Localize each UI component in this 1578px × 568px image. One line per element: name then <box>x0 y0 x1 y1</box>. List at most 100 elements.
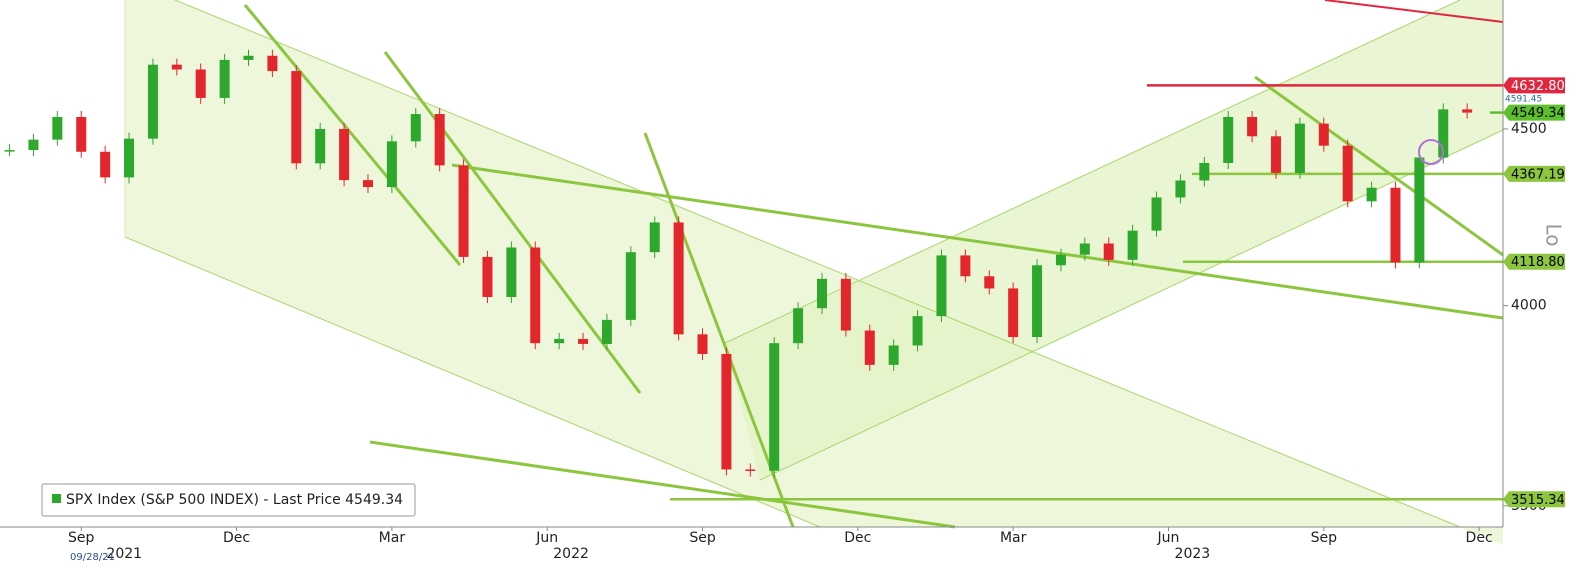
legend-text: SPX Index (S&P 500 INDEX) - Last Price 4… <box>66 492 403 508</box>
channels <box>124 0 1504 545</box>
axis-label: Lo <box>1542 223 1566 246</box>
level-label: 4549.34 <box>1511 106 1565 121</box>
x-tick-label: Dec <box>1466 530 1493 546</box>
x-tick-label: Sep <box>689 530 716 546</box>
candle <box>28 139 39 151</box>
candle <box>482 256 493 297</box>
legend-swatch <box>52 494 61 503</box>
candle <box>888 345 899 365</box>
candle <box>147 64 158 139</box>
candle <box>1055 254 1066 266</box>
candle <box>362 180 373 188</box>
axes: 350040004500SepDecMarJunSepDecMarJunSepD… <box>68 77 1565 562</box>
trend-line <box>1324 0 1504 23</box>
candle <box>195 69 206 98</box>
candle <box>673 222 684 335</box>
candle <box>1127 230 1138 260</box>
highlight-circle <box>1418 139 1444 165</box>
candle <box>1462 109 1473 113</box>
candle <box>649 222 660 253</box>
candle <box>1223 116 1234 163</box>
candle <box>912 316 923 346</box>
annotation-label: 4591.45 <box>1505 94 1542 104</box>
candle <box>458 165 469 257</box>
x-tick-label: Dec <box>223 530 250 546</box>
candle <box>864 330 875 365</box>
up-channel <box>725 0 1503 480</box>
level-box <box>1503 104 1565 121</box>
candle <box>1342 145 1353 202</box>
candle <box>219 59 230 98</box>
candle <box>578 338 589 344</box>
candle <box>1199 162 1210 181</box>
legend <box>41 483 416 517</box>
trend-line <box>1254 75 1504 257</box>
trend-line <box>643 132 795 528</box>
trend-line <box>369 440 956 529</box>
candle <box>1294 123 1305 173</box>
candle <box>506 247 517 297</box>
x-tick-label: Jun <box>535 530 558 546</box>
candle <box>100 151 111 178</box>
year-label: 2023 <box>1175 546 1211 562</box>
candle <box>1008 288 1019 338</box>
candle <box>76 116 87 152</box>
candle <box>1247 116 1258 137</box>
candle <box>434 114 445 166</box>
level-box <box>1503 165 1565 182</box>
y-tick-label: 4500 <box>1511 121 1547 137</box>
level-label: 3515.34 <box>1511 493 1565 508</box>
trend-line <box>451 163 1504 320</box>
candles <box>4 49 1473 477</box>
level-box <box>1503 491 1565 508</box>
level-label: 4367.19 <box>1511 167 1565 182</box>
candle <box>171 64 182 70</box>
candle <box>984 276 995 289</box>
channel-line <box>174 0 1461 528</box>
candle <box>960 255 971 277</box>
candle <box>1366 187 1377 202</box>
candle <box>1175 180 1186 198</box>
candle <box>745 469 756 471</box>
candle <box>1438 109 1449 158</box>
trend-lines <box>243 0 1504 529</box>
candle <box>1032 265 1043 338</box>
channel-line <box>759 129 1504 481</box>
candle <box>601 319 612 344</box>
candle <box>243 55 254 60</box>
candle <box>386 141 397 188</box>
x-tick-label: Sep <box>68 530 95 546</box>
y-tick-label: 4000 <box>1511 298 1547 314</box>
candle <box>769 343 780 471</box>
candle <box>52 116 63 140</box>
channel-line <box>124 236 821 528</box>
candle <box>625 252 636 320</box>
candle <box>936 255 947 317</box>
x-tick-label: Mar <box>379 530 406 546</box>
start-date: 09/28/21 <box>70 552 115 563</box>
candle <box>1414 157 1425 263</box>
year-label: 2022 <box>553 546 589 562</box>
candle <box>816 278 827 309</box>
x-tick-label: Jun <box>1157 530 1180 546</box>
candle <box>410 114 421 142</box>
candle <box>291 71 302 164</box>
candle <box>1103 243 1114 260</box>
x-tick-label: Sep <box>1311 530 1338 546</box>
x-tick-label: Mar <box>1000 530 1027 546</box>
level-box <box>1503 77 1565 94</box>
candle <box>315 128 326 164</box>
level-box <box>1503 253 1565 270</box>
candle <box>4 150 15 152</box>
candle <box>721 353 732 470</box>
candle <box>267 55 278 72</box>
candle <box>697 334 708 354</box>
candle <box>793 308 804 344</box>
candle <box>124 138 135 178</box>
candle <box>530 247 541 344</box>
x-tick-label: Dec <box>844 530 871 546</box>
trend-line <box>243 4 462 266</box>
level-label: 4632.80 <box>1511 79 1565 94</box>
candle <box>554 338 565 344</box>
